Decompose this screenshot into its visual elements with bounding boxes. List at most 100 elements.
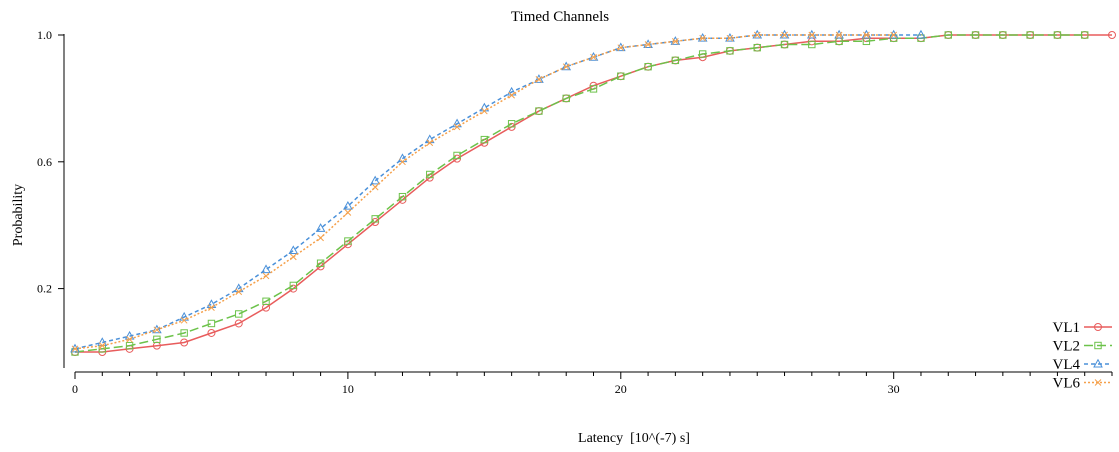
series-line-vl2	[74, 34, 1085, 353]
data-point-vl2	[235, 310, 243, 318]
data-point-vl2	[1026, 31, 1034, 39]
data-point-vl2	[125, 341, 134, 350]
data-point-vl4	[70, 343, 80, 353]
data-point-vl6	[371, 183, 379, 191]
legend-label: VL6	[1053, 376, 1081, 392]
data-point-vl1	[234, 319, 243, 328]
x-minor-ticks	[101, 372, 1113, 376]
legend-swatch-marker	[1094, 341, 1102, 350]
x-axis-label: Latency [10^(-7) s]	[578, 431, 690, 446]
x-tick-label: 10	[342, 382, 354, 396]
data-point-vl6	[617, 44, 625, 52]
data-point-vl4	[261, 264, 271, 274]
legend: VL1 VL2 VL4 VL6	[1053, 320, 1112, 392]
data-point-vl4	[370, 175, 381, 185]
y-tick-label: 0.2	[37, 282, 52, 296]
data-point-vl6	[344, 209, 352, 216]
data-point-vl2	[999, 31, 1007, 39]
data-point-vl2	[480, 135, 489, 144]
y-ticks: 0.2 0.6 1.0	[37, 28, 64, 296]
data-point-vl2	[453, 151, 461, 160]
legend-label: VL2	[1053, 339, 1081, 355]
series-vl1	[71, 31, 1116, 356]
series-vl6	[71, 31, 898, 353]
legend-swatch-marker	[1094, 379, 1102, 386]
data-point-vl6	[289, 253, 297, 261]
data-point-vl4	[288, 245, 299, 255]
data-point-vl2	[944, 31, 952, 39]
chart-title: Timed Channels	[511, 9, 609, 25]
data-point-vl6	[453, 123, 461, 131]
data-point-vl2	[698, 50, 707, 58]
data-point-vl2	[289, 281, 298, 290]
legend-item-vl4: VL4	[1053, 357, 1112, 373]
data-point-vl6	[753, 31, 761, 39]
data-point-vl4	[779, 29, 790, 39]
data-point-vl4	[888, 29, 899, 39]
data-point-vl1	[180, 338, 189, 347]
data-point-vl6	[835, 31, 843, 39]
series-line-vl4	[74, 34, 921, 350]
data-point-vl2	[562, 94, 570, 103]
data-point-vl2	[671, 56, 680, 65]
data-point-vl1	[1108, 31, 1116, 39]
data-point-vl2	[344, 237, 352, 245]
legend-item-vl2: VL2	[1053, 339, 1112, 355]
data-point-vl6	[863, 31, 870, 39]
series-vl2	[71, 31, 1089, 356]
data-point-vl2	[398, 192, 407, 201]
data-point-vl2	[971, 31, 980, 39]
data-point-vl6	[808, 31, 816, 39]
y-axis-label: Probability	[11, 184, 26, 246]
data-point-vl6	[208, 304, 215, 311]
data-point-vl2	[153, 335, 161, 344]
data-point-vl6	[726, 34, 734, 42]
data-point-vl2	[644, 63, 652, 71]
data-point-vl6	[98, 342, 106, 350]
data-point-vl2	[371, 215, 379, 223]
data-point-vl2	[617, 72, 625, 80]
series-layer	[70, 29, 1116, 356]
data-point-vl6	[262, 272, 270, 280]
data-point-vl2	[535, 107, 543, 115]
data-point-vl6	[562, 63, 570, 71]
series-line-vl6	[74, 34, 894, 350]
data-point-vl4	[315, 223, 326, 232]
data-point-vl6	[317, 234, 324, 242]
data-point-vl6	[781, 31, 788, 39]
legend-swatch-marker	[1094, 323, 1102, 331]
data-point-vl6	[535, 76, 543, 83]
legend-label: VL4	[1053, 357, 1081, 373]
data-point-vl4	[343, 200, 353, 210]
data-point-vl6	[508, 91, 515, 99]
data-point-vl4	[615, 42, 626, 52]
data-point-vl6	[672, 37, 679, 45]
data-point-vl6	[644, 41, 652, 48]
x-tick-label: 30	[888, 382, 900, 396]
data-point-vl4	[152, 324, 162, 334]
data-point-vl6	[153, 326, 161, 334]
legend-swatch-marker	[1093, 358, 1103, 368]
data-point-vl6	[590, 53, 597, 61]
data-point-vl2	[426, 170, 434, 179]
data-point-vl6	[480, 107, 488, 115]
data-point-vl6	[399, 158, 406, 166]
x-tick-label: 20	[615, 382, 627, 396]
data-point-vl6	[699, 34, 707, 42]
data-point-vl4	[534, 74, 544, 83]
data-point-vl2	[207, 319, 216, 328]
data-point-vl2	[262, 297, 270, 305]
x-tick-label: 0	[72, 382, 78, 396]
data-point-vl2	[808, 40, 816, 49]
y-tick-label: 1.0	[37, 28, 52, 42]
data-point-vl6	[890, 31, 898, 39]
data-point-vl2	[589, 85, 598, 93]
data-point-vl6	[126, 335, 133, 343]
data-point-vl4	[916, 29, 926, 39]
data-point-vl6	[426, 139, 434, 147]
data-point-vl2	[780, 40, 789, 49]
legend-label: VL1	[1053, 320, 1081, 336]
legend-item-vl1: VL1	[1053, 320, 1112, 336]
data-point-vl1	[207, 328, 216, 337]
